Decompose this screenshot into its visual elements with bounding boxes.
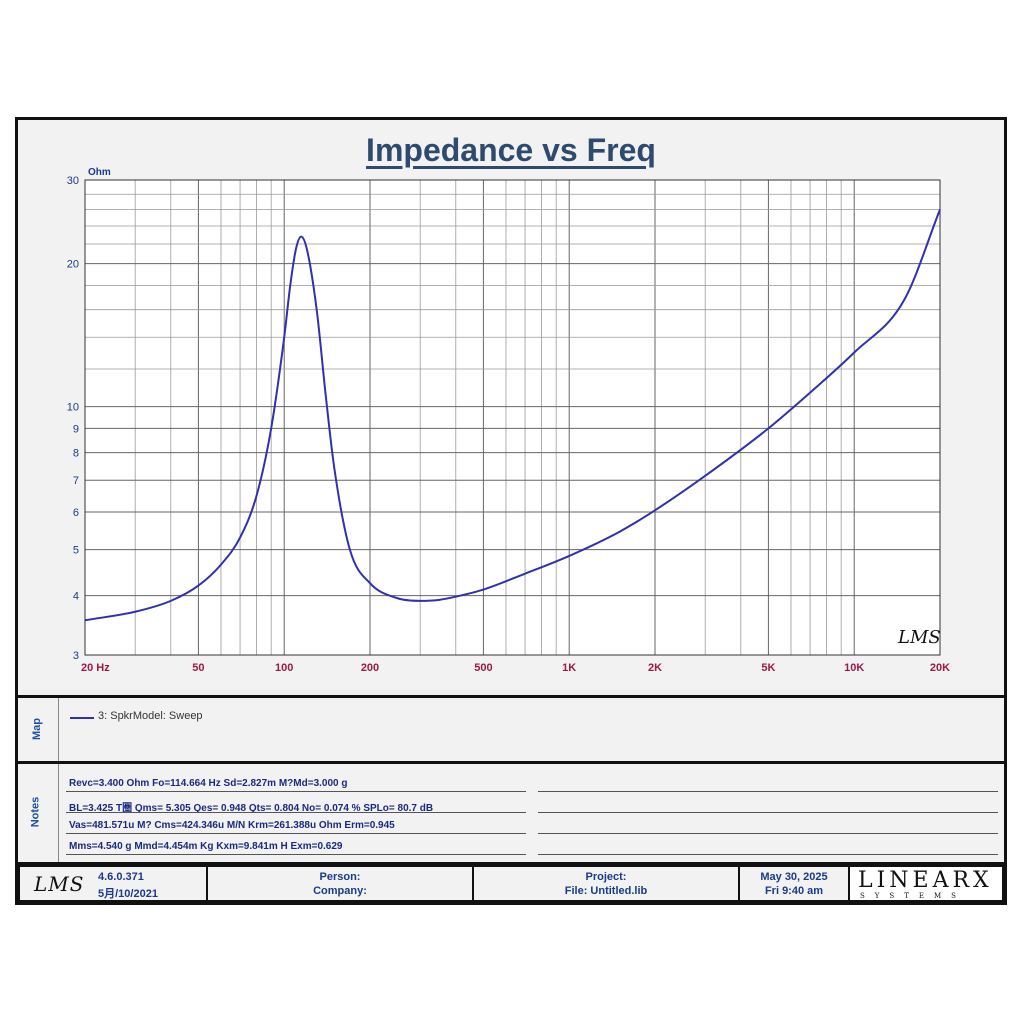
notes-line-4: Mms=4.540 g Mmd=4.454m Kg Kxm=9.841m H E… — [69, 841, 343, 852]
notes-rule — [66, 812, 526, 813]
footer-date-box: May 30, 2025 Fri 9:40 am — [738, 865, 850, 902]
notes-rule — [538, 791, 998, 792]
footer-brand-box: LINEARX SYSTEMS — [848, 865, 1004, 902]
map-label-divider — [58, 698, 59, 761]
notes-rule — [66, 833, 526, 834]
footer-project-label: Project: — [585, 871, 627, 883]
map-panel-label: Map — [31, 718, 43, 740]
x-tick-label: 5K — [761, 662, 775, 674]
y-tick-label: 5 — [73, 545, 79, 557]
notes-line-1: Revc=3.400 Ohm Fo=114.664 Hz Sd=2.827m M… — [69, 778, 348, 789]
linearx-logo: LINEARX — [858, 868, 993, 893]
impedance-series-line — [84, 209, 941, 622]
footer-person-label: Person: — [319, 871, 361, 883]
x-tick-label: 200 — [361, 662, 379, 674]
chart-lms-logo: LMS — [897, 627, 941, 648]
notes-rule — [538, 833, 998, 834]
y-tick-label: 20 — [67, 259, 79, 271]
linearx-logo-sub: SYSTEMS — [860, 892, 966, 900]
footer-version: 4.6.0.371 — [98, 871, 144, 883]
x-tick-label: 2K — [648, 662, 662, 674]
y-tick-label: 9 — [73, 423, 79, 435]
y-axis-label: Ohm — [88, 167, 111, 178]
notes-panel-label: Notes — [29, 796, 42, 828]
y-tick-label: 4 — [73, 591, 79, 603]
y-tick-label: 30 — [67, 175, 79, 187]
divider-map-notes — [18, 761, 1004, 764]
x-tick-label: 20K — [930, 662, 950, 674]
impedance-chart: 20 Hz 50 100 200 500 1K 2K 5K 10K 20K 3 4 5 6 7 8 9 10 20 3… — [67, 167, 950, 674]
x-tick-label: 100 — [275, 662, 293, 674]
x-tick-label: 10K — [844, 662, 864, 674]
x-tick-label: 500 — [474, 662, 492, 674]
x-tick-label: 1K — [562, 662, 576, 674]
plot-border — [84, 179, 941, 656]
legend-swatch — [70, 717, 94, 719]
y-tick-label: 8 — [73, 448, 79, 460]
notes-rule — [538, 854, 998, 855]
y-tick-label: 3 — [73, 650, 79, 662]
y-tick-label: 6 — [73, 507, 79, 519]
notes-line-3: Vas=481.571u M? Cms=424.346u M/N Krm=261… — [69, 820, 395, 831]
notes-rule — [538, 812, 998, 813]
divider-chart-map — [18, 695, 1004, 698]
notes-label-divider — [58, 764, 59, 862]
notes-line-2: BL=3.425 T圈 Qms= 5.305 Qes= 0.948 Qts= 0… — [69, 803, 434, 814]
y-tick-label: 7 — [73, 475, 79, 487]
report-frame: Impedance vs Freq 20 Hz 50 100 200 500 1K 2K 5K… — [15, 117, 1007, 905]
footer-version-date: 5月/10/2021 — [98, 888, 158, 900]
legend-entry: 3: SpkrModel: Sweep — [98, 710, 203, 722]
footer-lms-logo: LMS — [34, 872, 85, 896]
footer-time: Fri 9:40 am — [764, 885, 824, 897]
notes-rule — [66, 854, 526, 855]
y-tick-label: 10 — [67, 402, 79, 414]
plot-area — [84, 179, 941, 656]
footer-file-label: File: Untitled.lib — [564, 885, 648, 897]
footer-company-label: Company: — [313, 885, 367, 897]
x-tick-label: 20 Hz — [81, 662, 110, 674]
footer-version-box: LMS 4.6.0.371 5月/10/2021 — [18, 865, 208, 902]
chart-title: Impedance vs Freq — [366, 132, 656, 168]
footer-date: May 30, 2025 — [760, 871, 828, 883]
footer-project-box: Project: File: Untitled.lib — [472, 865, 740, 902]
x-tick-label: 50 — [192, 662, 204, 674]
divider-notes-footer — [18, 862, 1004, 865]
notes-rule — [66, 791, 526, 792]
footer-person-box: Person: Company: — [206, 865, 474, 902]
